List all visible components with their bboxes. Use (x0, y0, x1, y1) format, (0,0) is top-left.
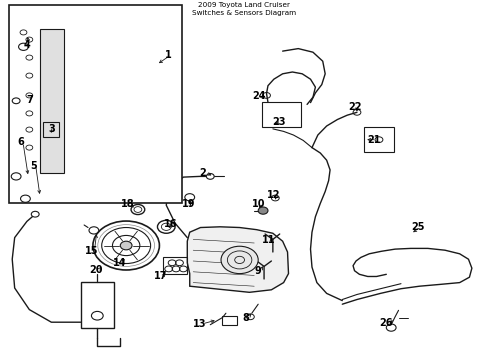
Text: 6: 6 (17, 137, 24, 147)
Circle shape (206, 174, 214, 179)
Text: 16: 16 (164, 219, 178, 229)
Circle shape (31, 211, 39, 217)
Text: 20: 20 (89, 265, 103, 275)
Text: 9: 9 (254, 266, 261, 276)
Bar (43, 122, 59, 137)
Text: 5: 5 (30, 161, 37, 171)
Circle shape (221, 246, 258, 274)
Bar (222, 316, 237, 325)
Text: 10: 10 (251, 199, 264, 210)
Text: 25: 25 (410, 222, 424, 232)
Bar (261, 102, 300, 127)
Text: 22: 22 (347, 102, 361, 112)
Text: 7: 7 (26, 95, 33, 105)
Bar (364, 127, 393, 152)
Text: 1: 1 (165, 50, 172, 60)
Text: 23: 23 (271, 117, 285, 127)
Text: 26: 26 (379, 318, 392, 328)
Text: 24: 24 (252, 91, 265, 102)
Bar (81, 282, 114, 328)
Text: 18: 18 (121, 199, 135, 210)
Text: 11: 11 (262, 235, 275, 246)
Text: 3: 3 (48, 124, 55, 134)
Bar (9, 5, 182, 203)
Text: 14: 14 (113, 258, 126, 268)
Bar (163, 257, 187, 274)
Text: 21: 21 (366, 135, 380, 145)
Text: 8: 8 (242, 312, 248, 323)
Text: 12: 12 (266, 190, 280, 200)
Text: 15: 15 (85, 246, 99, 256)
Text: 13: 13 (192, 319, 206, 329)
Polygon shape (187, 227, 288, 292)
Text: 17: 17 (153, 271, 167, 282)
Bar (40, 29, 63, 173)
Circle shape (120, 241, 132, 250)
Polygon shape (67, 22, 163, 176)
Circle shape (258, 207, 267, 214)
Text: 4: 4 (23, 40, 30, 50)
Text: 2009 Toyota Land Cruiser
Switches & Sensors Diagram: 2009 Toyota Land Cruiser Switches & Sens… (192, 3, 296, 15)
Text: 19: 19 (181, 199, 195, 210)
Text: 2: 2 (199, 168, 206, 178)
